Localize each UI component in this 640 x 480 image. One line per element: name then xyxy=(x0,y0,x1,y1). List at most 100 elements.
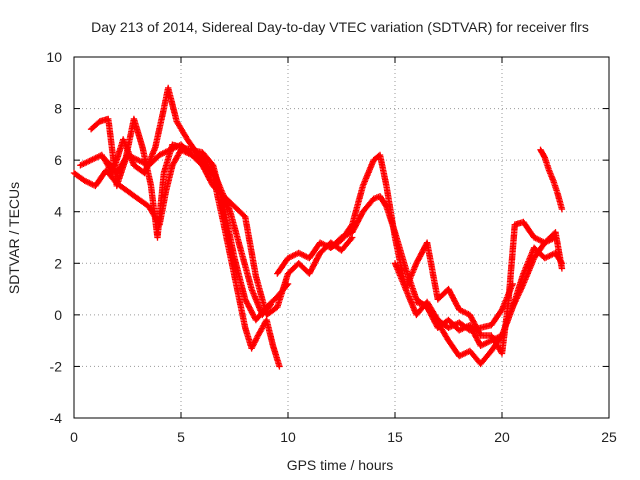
x-tick-labels: 0 5 10 15 20 25 xyxy=(70,429,617,445)
data-point xyxy=(231,254,248,302)
data-point xyxy=(488,307,505,329)
x-tick-label: 5 xyxy=(177,429,185,445)
data-point xyxy=(359,158,377,190)
plot-frame xyxy=(73,56,610,419)
data-point xyxy=(274,271,291,311)
series-track-4 xyxy=(102,141,356,319)
chart-title: Day 213 of 2014, Sidereal Day-to-day VTE… xyxy=(91,19,589,35)
data-point xyxy=(242,296,259,322)
data-point xyxy=(445,337,462,358)
data-point xyxy=(466,347,483,366)
data-point xyxy=(92,168,109,190)
data-point xyxy=(306,251,323,277)
data-point xyxy=(520,218,537,240)
y-tick-label: -2 xyxy=(50,358,63,374)
data-point xyxy=(102,156,119,175)
data-point xyxy=(456,306,472,318)
data-point xyxy=(124,187,141,202)
y-tick-label: -4 xyxy=(50,410,63,426)
data-point xyxy=(383,203,398,234)
data-point xyxy=(558,265,566,272)
data-point xyxy=(154,171,167,241)
data-point xyxy=(423,303,441,325)
data-point xyxy=(87,152,104,164)
series-track-9 xyxy=(537,146,566,213)
data-point xyxy=(402,261,419,293)
series-track-8 xyxy=(413,234,559,368)
data-point xyxy=(252,273,270,317)
data-point xyxy=(70,169,87,183)
data-point xyxy=(169,148,184,169)
data-point xyxy=(135,195,151,209)
data-point xyxy=(220,203,238,260)
data-point xyxy=(124,151,140,163)
data-point xyxy=(165,84,180,124)
x-tick-label: 0 xyxy=(70,429,78,445)
series-track-7 xyxy=(391,218,566,357)
data-point xyxy=(263,304,280,319)
data-point xyxy=(545,167,556,183)
series-group xyxy=(70,84,566,370)
data-point xyxy=(263,316,276,348)
data-point xyxy=(199,149,216,168)
data-point xyxy=(220,221,238,278)
data-point xyxy=(537,146,548,160)
y-tick-label: 10 xyxy=(46,49,62,65)
x-axis-title: GPS time / hours xyxy=(287,457,394,473)
data-point xyxy=(423,239,441,301)
data-point xyxy=(520,256,537,288)
data-point xyxy=(156,147,172,159)
y-tick-label: 4 xyxy=(54,204,62,220)
data-point xyxy=(505,223,518,306)
y-tick-label: 2 xyxy=(54,255,62,271)
data-point xyxy=(274,256,291,277)
data-point xyxy=(231,203,248,219)
data-point xyxy=(554,190,565,211)
data-point xyxy=(177,141,194,157)
y-tick-labels: -4 -2 0 2 4 6 8 10 xyxy=(46,49,62,426)
data-point xyxy=(87,119,102,133)
data-point xyxy=(466,311,484,338)
x-tick-label: 10 xyxy=(280,429,296,445)
data-point xyxy=(376,193,389,209)
data-point xyxy=(77,157,93,169)
data-point xyxy=(242,213,259,278)
data-point xyxy=(541,235,558,246)
data-point xyxy=(488,333,505,355)
data-point xyxy=(550,177,561,196)
data-point xyxy=(509,282,526,311)
x-tick-label: 25 xyxy=(601,429,617,445)
data-point xyxy=(498,305,516,339)
data-point xyxy=(199,162,216,188)
data-point xyxy=(113,153,130,177)
data-point xyxy=(530,240,548,262)
data-point xyxy=(145,152,162,169)
data-point xyxy=(152,106,167,151)
data-point xyxy=(306,240,323,262)
data-point xyxy=(391,229,409,271)
data-point xyxy=(276,363,283,370)
series-track-1 xyxy=(70,146,283,370)
data-point xyxy=(445,285,462,312)
data-point xyxy=(338,229,354,241)
data-point xyxy=(477,338,493,349)
x-tick-label: 20 xyxy=(494,429,510,445)
axis-ticks xyxy=(73,56,610,419)
data-point xyxy=(237,247,255,291)
y-axis-title: SDTVAR / TECUs xyxy=(6,182,22,294)
data-point xyxy=(466,322,484,348)
data-point xyxy=(188,151,205,168)
data-point xyxy=(327,235,344,251)
data-point xyxy=(434,319,451,343)
data-point xyxy=(220,193,237,209)
data-point xyxy=(477,349,494,368)
data-point xyxy=(248,333,261,352)
data-point xyxy=(130,115,146,149)
y-tick-label: 0 xyxy=(54,307,62,323)
x-tick-label: 15 xyxy=(387,429,403,445)
data-point xyxy=(227,208,244,252)
data-point xyxy=(231,273,249,330)
data-point xyxy=(413,298,429,310)
data-point xyxy=(173,118,190,142)
